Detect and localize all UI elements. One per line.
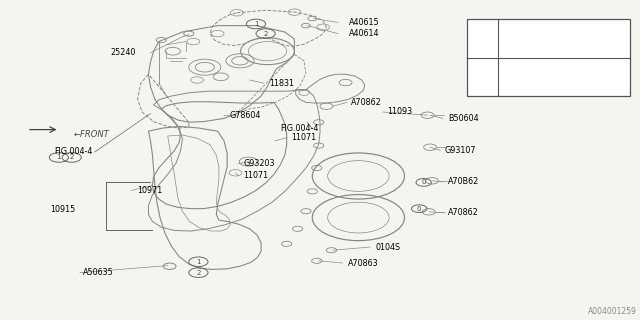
Text: A70862: A70862 [448,208,479,217]
Text: 25240: 25240 [110,48,136,57]
Text: 11021*A: 11021*A [504,34,543,43]
Text: 2: 2 [70,155,74,160]
Text: A70B62: A70B62 [448,177,479,186]
Text: 1: 1 [480,36,485,41]
FancyBboxPatch shape [467,19,630,96]
Text: D92801: D92801 [504,72,540,81]
Text: G93107: G93107 [445,146,476,155]
Text: ←FRONT: ←FRONT [74,130,109,139]
Text: 0: 0 [421,180,426,185]
Text: 11093: 11093 [387,108,412,116]
Text: A004001259: A004001259 [588,307,637,316]
Text: A40615: A40615 [349,18,380,27]
Text: A40614: A40614 [349,29,380,38]
Text: 11831: 11831 [269,79,294,88]
Text: FIG.004-4: FIG.004-4 [54,148,93,156]
Text: 11071: 11071 [243,171,268,180]
Text: 10971: 10971 [138,186,163,195]
Text: 2: 2 [481,74,484,80]
Text: 0104S: 0104S [376,243,401,252]
Text: 2: 2 [196,270,200,276]
Text: A70863: A70863 [348,259,378,268]
Text: 11071: 11071 [291,133,316,142]
Text: 1: 1 [253,21,259,27]
Text: 2: 2 [264,31,268,36]
Text: 0: 0 [417,206,422,212]
Text: B50604: B50604 [448,114,479,123]
Text: FIG.004-4: FIG.004-4 [280,124,319,133]
Text: 1: 1 [196,259,201,265]
Text: A50635: A50635 [83,268,114,277]
Text: 1: 1 [56,155,61,160]
Text: G78604: G78604 [229,111,260,120]
Text: A70862: A70862 [351,98,381,107]
Text: G93203: G93203 [243,159,275,168]
Text: 10915: 10915 [50,205,75,214]
